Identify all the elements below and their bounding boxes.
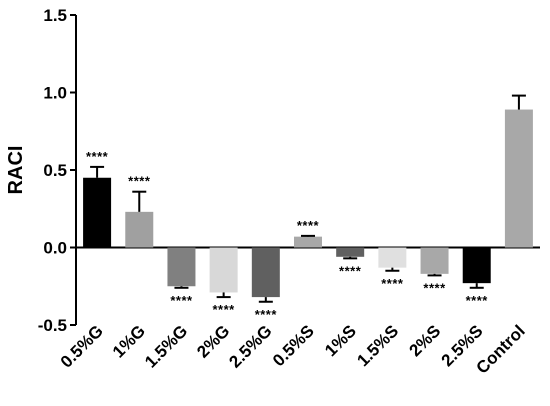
bar (83, 177, 112, 248)
bar (462, 247, 491, 284)
y-tick-label: 1.0 (43, 84, 67, 103)
bar (294, 236, 322, 248)
significance-label: **** (466, 293, 489, 308)
x-tick-label: 1.5%G (141, 321, 191, 371)
axes: -0.5 0.0 0.5 1.0 1.5 (38, 6, 540, 335)
x-tick-label: 0.5%S (269, 321, 318, 370)
bars (83, 94, 533, 303)
bar (504, 109, 533, 248)
significance-label: **** (255, 307, 278, 322)
significance-label: **** (381, 276, 404, 291)
bar (167, 247, 196, 287)
bar (125, 211, 154, 248)
bar (420, 247, 449, 274)
y-tick-label: -0.5 (38, 316, 67, 335)
bar (209, 247, 238, 293)
x-tick-label: 1.5%S (353, 321, 402, 370)
significance-label: **** (170, 293, 193, 308)
y-tick-label: 1.5 (43, 6, 67, 25)
x-tick-label: 2%S (406, 321, 445, 360)
y-tick-label: 0.5 (43, 161, 67, 180)
x-tick-label: 1%S (321, 321, 360, 360)
significance-label: **** (339, 263, 362, 278)
bar (251, 247, 280, 298)
significance-label: **** (128, 174, 151, 189)
significance-label: **** (297, 218, 320, 233)
x-tick-label: 2.5%G (225, 321, 275, 371)
bar (336, 247, 365, 257)
significance-label: **** (423, 280, 446, 295)
bar (378, 247, 407, 268)
y-tick-label: 0.0 (43, 239, 67, 258)
labels: ****0.5%G****1%G****1.5%G****2%G****2.5%… (57, 149, 529, 378)
significance-label: **** (86, 149, 109, 164)
significance-label: **** (213, 302, 236, 317)
y-axis-label: RACI (5, 146, 27, 195)
